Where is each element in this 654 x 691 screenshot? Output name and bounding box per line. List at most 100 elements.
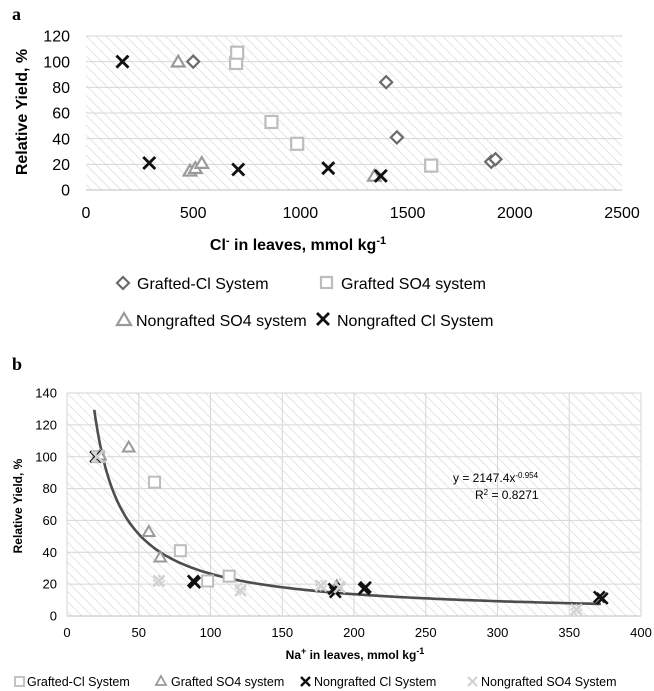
data-point-triangle <box>169 53 187 68</box>
panel-b-label: b <box>12 354 22 374</box>
square-marker-icon <box>319 275 334 290</box>
x-marker-icon <box>300 676 311 687</box>
data-point-x <box>373 168 388 183</box>
data-point-diamond <box>185 54 201 70</box>
plot-a-ylabel: Relative Yield, % <box>14 49 31 175</box>
x-tick-label: 1500 <box>390 205 426 222</box>
data-point-diamond <box>389 129 405 145</box>
data-point-square <box>222 569 236 583</box>
x-tick-label: 1000 <box>283 205 319 222</box>
data-point-square <box>230 45 245 60</box>
legend-b-label: Nongrafted SO4 System <box>481 675 616 689</box>
x-tick-label: 0 <box>63 625 70 640</box>
data-point-x <box>314 579 328 593</box>
trendline-equation: y = 2147.4x-0.954 <box>453 471 539 486</box>
legend-a-item-nongrafted-so4: Nongrafted SO4 system <box>115 310 307 330</box>
y-tick-label: 140 <box>35 386 57 401</box>
y-tick-label: 40 <box>52 131 70 148</box>
trendline-r2: R2 = 0.8271 <box>475 488 539 503</box>
data-point-square <box>290 136 305 151</box>
legend-a: Grafted-Cl System Grafted SO4 system Non… <box>115 275 494 330</box>
x-marker-icon <box>316 312 330 326</box>
plot-a: 0 20 40 60 80 100 120 0 500 1000 1500 2000 2500 <box>43 29 640 222</box>
panel-a-label: a <box>12 4 21 24</box>
y-tick-label: 40 <box>43 545 57 560</box>
square-marker-icon <box>14 676 25 687</box>
data-point-x <box>333 580 347 594</box>
data-point-x <box>359 580 372 594</box>
x-tick-label: 2000 <box>497 205 533 222</box>
x-tick-label: 500 <box>180 205 207 222</box>
data-point-x <box>595 592 609 605</box>
y-tick-label: 20 <box>52 157 70 174</box>
x-tick-label: 150 <box>271 625 293 640</box>
legend-a-label: Grafted-Cl System <box>137 276 269 293</box>
y-tick-label: 100 <box>43 54 70 71</box>
x-tick-label: 50 <box>132 625 146 640</box>
data-point-x <box>142 156 157 171</box>
x-tick-label: 350 <box>558 625 580 640</box>
data-point-triangle <box>141 524 157 537</box>
data-point-triangle <box>121 439 137 453</box>
triangle-marker-icon <box>115 310 133 327</box>
data-point-square <box>173 544 187 558</box>
plot-a-xlabel: Cl- in leaves, mmol kg-1 <box>210 235 386 254</box>
y-tick-label: 60 <box>52 106 70 123</box>
y-tick-label: 0 <box>61 183 70 200</box>
legend-b-item-nongrafted-so4: Nongrafted SO4 System <box>467 675 616 689</box>
x-tick-label: 250 <box>415 625 437 640</box>
legend-b-item-grafted-so4: Grafted SO4 system <box>154 674 284 689</box>
legend-b: Grafted-Cl System Grafted SO4 system Non… <box>14 674 616 689</box>
data-point-square <box>264 114 279 130</box>
plot-b-ylabel: Relative Yield, % <box>11 458 25 553</box>
data-point-x <box>188 576 202 589</box>
plot-b: 0 20 40 60 80 100 120 140 0 50 100 150 200 250 300 350 4… <box>35 386 652 640</box>
data-point-x <box>90 450 104 464</box>
y-tick-label: 20 <box>43 577 57 592</box>
y-tick-label: 120 <box>43 29 70 46</box>
trendline <box>93 409 601 606</box>
x-tick-label: 100 <box>200 625 222 640</box>
data-point-triangle <box>152 549 168 563</box>
legend-a-label: Grafted SO4 system <box>341 276 486 293</box>
data-point-triangle <box>193 154 210 169</box>
x-tick-label: 300 <box>487 625 509 640</box>
legend-b-label: Grafted SO4 system <box>171 675 284 689</box>
data-point-x <box>115 54 130 69</box>
legend-b-item-grafted-cl: Grafted-Cl System <box>14 675 130 689</box>
y-tick-label: 120 <box>35 417 57 432</box>
data-point-square <box>201 574 215 588</box>
plot-b-xlabel: Na+ in leaves, mmol kg-1 <box>286 646 425 662</box>
y-tick-label: 80 <box>52 80 70 97</box>
data-point-square <box>148 475 162 489</box>
legend-a-item-grafted-so4: Grafted SO4 system <box>319 275 486 293</box>
legend-b-item-nongrafted-cl: Nongrafted Cl System <box>300 675 436 689</box>
diamond-marker-icon <box>115 275 131 291</box>
x-tick-label: 0 <box>82 205 91 222</box>
y-tick-label: 60 <box>43 513 57 528</box>
data-point-diamond <box>378 74 394 90</box>
y-tick-label: 80 <box>43 481 57 496</box>
legend-a-label: Nongrafted SO4 system <box>136 313 307 330</box>
x-tick-label: 2500 <box>604 205 640 222</box>
x-tick-label: 400 <box>630 625 652 640</box>
data-point-x <box>234 584 248 597</box>
legend-b-label: Nongrafted Cl System <box>314 675 436 689</box>
x-tick-label: 200 <box>343 625 365 640</box>
data-point-x <box>321 161 336 176</box>
legend-b-label: Grafted-Cl System <box>27 675 130 689</box>
data-point-x <box>231 162 246 177</box>
x-marker-icon <box>467 676 478 687</box>
y-tick-label: 0 <box>50 609 57 624</box>
legend-a-item-grafted-cl: Grafted-Cl System <box>115 275 269 293</box>
data-point-x <box>152 574 166 588</box>
legend-a-label: Nongrafted Cl System <box>337 313 494 330</box>
data-point-diamond <box>487 151 504 167</box>
y-tick-label: 100 <box>35 449 57 464</box>
data-point-x <box>570 603 583 617</box>
data-point-square <box>424 158 439 173</box>
triangle-marker-icon <box>154 674 168 686</box>
trendline-label: y = 2147.4x-0.954 R2 = 0.8271 <box>453 471 539 503</box>
legend-a-item-nongrafted-cl: Nongrafted Cl System <box>316 312 494 330</box>
